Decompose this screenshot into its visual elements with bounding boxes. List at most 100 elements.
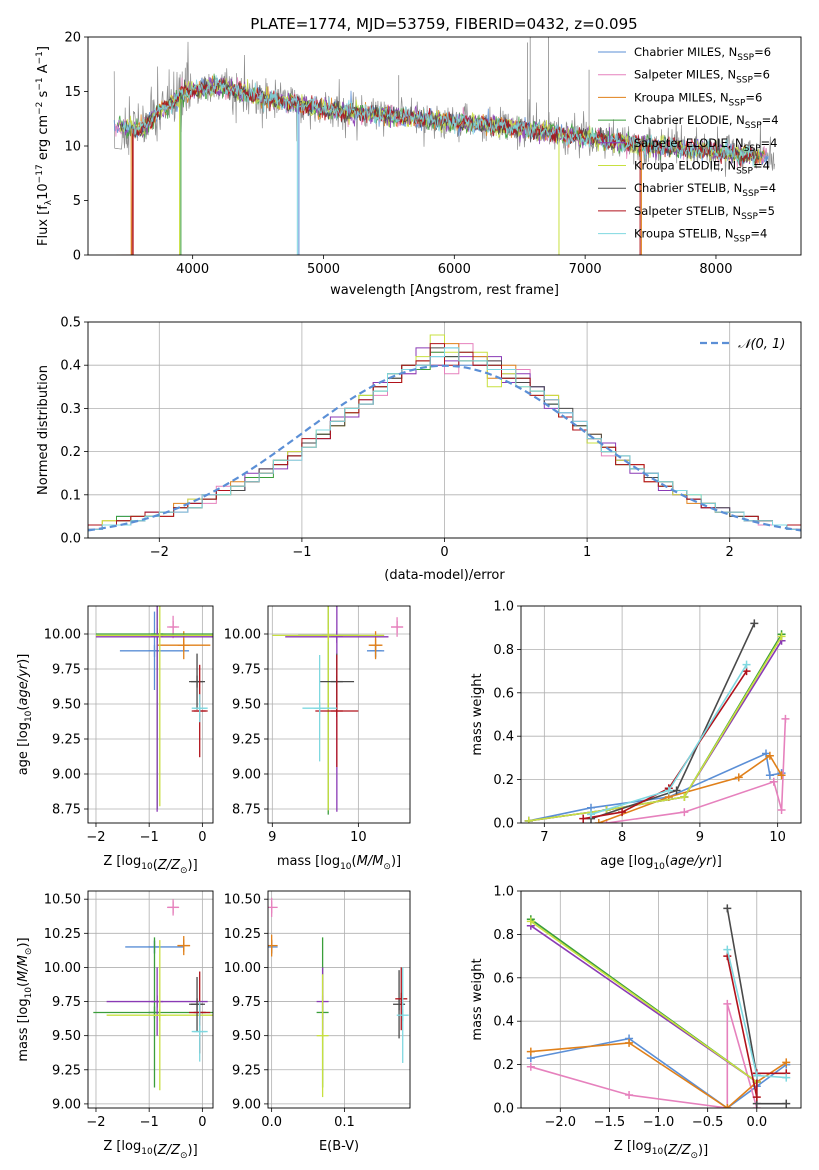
- weight-marker: [742, 660, 751, 669]
- legend-entry: Chabrier MILES, NSSP=6: [634, 45, 771, 63]
- data-point: [95, 606, 213, 807]
- y-tick-label: 15: [64, 85, 81, 100]
- chart-age_vs_Z: −2 −1 0 8.75 9.00 9.25 9.50 9.75 10.00 Z [log10(Z…: [16, 605, 214, 876]
- weight-marker: [723, 945, 732, 954]
- y-tick-label: 9.75: [52, 663, 81, 678]
- x-tick-label: 0.1: [334, 1115, 355, 1130]
- legend-entry: 𝒩(0, 1): [738, 337, 785, 352]
- x-axis-label: E(B-V): [319, 1139, 359, 1154]
- x-tick-label: −1: [140, 1115, 159, 1130]
- y-tick-label: 1.0: [493, 600, 514, 615]
- y-tick-label: 0.5: [60, 316, 81, 331]
- y-tick-label: 5: [73, 194, 81, 209]
- weight-marker: [752, 1071, 761, 1080]
- y-tick-label: 10.25: [44, 927, 81, 942]
- x-tick-label: 10: [769, 830, 786, 845]
- y-tick-label: 8.75: [232, 803, 261, 818]
- data-point: [95, 606, 213, 812]
- legend-entry: Kroupa MILES, NSSP=6: [634, 90, 762, 108]
- plot-area: [268, 897, 409, 1098]
- y-tick-label: 9.25: [232, 733, 261, 748]
- y-tick-label: 0.8: [493, 928, 514, 943]
- y-tick-label: 0.1: [60, 488, 81, 503]
- chart-mass_vs_Z: −2 −1 0 9.00 9.25 9.50 9.75 10.00 10.25 10.50 Z [l…: [16, 890, 214, 1161]
- chart-age_vs_mass: 9 10 8.75 9.00 9.25 9.50 9.75 10.00 mass [log10(…: [224, 605, 411, 872]
- weight-marker: [587, 810, 595, 819]
- gridlines: [88, 606, 213, 823]
- plot-area: [95, 606, 213, 812]
- weight-marker: [750, 619, 759, 628]
- y-tick-label: 10: [64, 140, 81, 155]
- weight-marker: [625, 1090, 634, 1099]
- legend-entry: Kroupa ELODIE, NSSP=4: [634, 159, 770, 177]
- x-axis-label: wavelength [Angstrom, rest frame]: [330, 283, 559, 298]
- data-point: [106, 940, 213, 1091]
- y-tick-label: 9.50: [232, 1029, 261, 1044]
- weight-marker: [723, 1104, 732, 1108]
- x-tick-label: 9: [268, 830, 276, 845]
- y-tick-label: 9.50: [52, 698, 81, 713]
- axes-frame: [267, 890, 411, 1109]
- y-tick-label: 0.4: [493, 730, 514, 745]
- y-tick-label: 0.2: [60, 445, 81, 460]
- x-axis-label: Z [log10(Z/Z⊙)]: [614, 1139, 708, 1161]
- y-tick-label: 9.25: [232, 1063, 261, 1078]
- weight-series: [528, 640, 783, 822]
- weight-marker: [723, 904, 732, 913]
- plot-area: [524, 619, 790, 823]
- weight-marker: [765, 751, 774, 760]
- y-tick-label: 0.8: [493, 643, 514, 658]
- weight-marker: [618, 808, 627, 817]
- weight-marker: [526, 917, 535, 926]
- data-point: [177, 936, 191, 956]
- x-axis-label: Z [log10(Z/Z⊙)]: [103, 854, 197, 876]
- chart-massweight_vs_age: 7 8 9 10 0.0 0.2 0.4 0.6 0.8 1.0 age [log10(age/yr…: [470, 600, 802, 872]
- data-point: [189, 976, 206, 1032]
- legend-entry: Salpeter ELODIE, NSSP=4: [634, 136, 777, 154]
- axes-frame: [87, 605, 214, 824]
- weight-marker: [765, 771, 774, 780]
- y-tick-label: 0.0: [493, 817, 514, 832]
- legend: Chabrier MILES, NSSP=6 Salpeter MILES, NS…: [598, 45, 779, 245]
- x-tick-label: 0.0: [746, 1115, 767, 1130]
- y-tick-label: 9.75: [232, 663, 261, 678]
- weight-marker: [526, 1062, 535, 1071]
- weight-series: [598, 754, 783, 823]
- y-tick-label: 9.75: [232, 995, 261, 1010]
- data-point: [316, 974, 329, 1098]
- x-tick-label: 4000: [176, 262, 209, 277]
- weight-marker: [734, 773, 743, 782]
- weight-marker: [625, 1038, 634, 1047]
- y-tick-label: 9.25: [52, 1063, 81, 1078]
- chart-residuals: −2 −1 0 1 2 0.0 0.1 0.2 0.3 0.4 0.5 (data-model)/er…: [36, 316, 802, 583]
- y-tick-label: 0.0: [60, 532, 81, 547]
- chart-mass_vs_ebv: 0.0 0.1 9.00 9.25 9.50 9.75 10.00 10.25 10.50 E(B…: [224, 890, 411, 1154]
- y-tick-label: 10.00: [224, 628, 261, 643]
- x-tick-label: 6000: [438, 262, 471, 277]
- y-tick-label: 0.6: [493, 686, 514, 701]
- x-axis-label: (data-model)/error: [384, 568, 505, 583]
- y-tick-label: 9.75: [52, 995, 81, 1010]
- weight-series: [530, 1003, 758, 1108]
- gridlines: [268, 606, 410, 823]
- y-axis-label: mass weight: [470, 958, 485, 1040]
- axes-frame: [87, 890, 214, 1109]
- data-point: [189, 653, 206, 710]
- x-tick-label: 7000: [569, 262, 602, 277]
- x-tick-label: −2: [86, 1115, 105, 1130]
- weight-marker: [769, 777, 778, 786]
- weight-marker: [526, 1047, 535, 1056]
- y-tick-label: 9.50: [52, 1029, 81, 1044]
- x-tick-label: 7: [540, 830, 548, 845]
- axes-frame: [267, 605, 411, 824]
- weight-series: [606, 718, 787, 823]
- y-tick-label: 0.6: [493, 971, 514, 986]
- data-point: [268, 897, 278, 917]
- y-tick-label: 10.50: [224, 893, 261, 908]
- x-tick-label: 0: [440, 545, 448, 560]
- data-point: [395, 967, 408, 1031]
- y-tick-label: 0.3: [60, 402, 81, 417]
- x-axis-label: age [log10(age/yr)]: [600, 854, 722, 872]
- x-tick-label: 8: [618, 830, 626, 845]
- gridlines: [88, 891, 213, 1108]
